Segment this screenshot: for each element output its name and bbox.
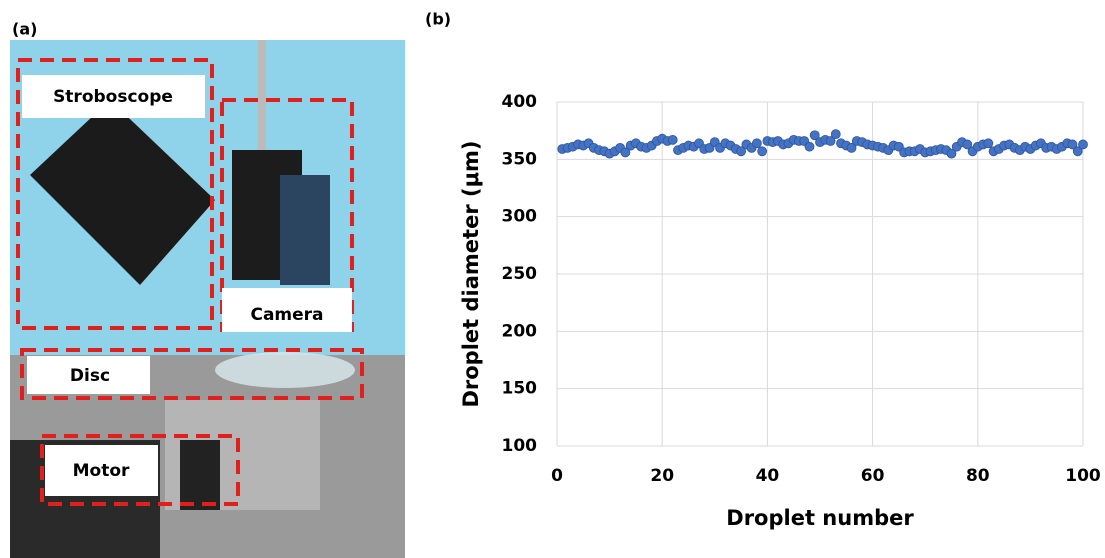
point (846, 142, 857, 153)
point (946, 148, 957, 159)
point (736, 146, 746, 157)
point (667, 134, 678, 145)
point (962, 139, 973, 150)
label-box (45, 445, 158, 496)
panel-label: (b) (425, 10, 451, 29)
point (751, 138, 762, 149)
y-tick-label: 250 (502, 264, 538, 284)
x-tick-label: 20 (650, 466, 674, 486)
photo: Stroboscope Camera Disc Motor (10, 40, 405, 558)
rod (258, 40, 266, 180)
point (1078, 139, 1088, 150)
point (825, 136, 836, 146)
y-axis-label: Droplet diameter (μm) (459, 140, 483, 407)
point (1067, 139, 1078, 150)
motor-body (180, 440, 220, 510)
x-tick-label: 60 (861, 466, 885, 486)
camera-mount (280, 175, 330, 285)
label-box (222, 288, 352, 332)
label-box (27, 356, 150, 394)
x-tick-label: 100 (1065, 466, 1101, 486)
panel-label: (a) (12, 20, 37, 39)
point (830, 129, 841, 140)
y-tick-label: 350 (502, 149, 538, 169)
point (809, 130, 820, 141)
photo-label: Stroboscope (53, 87, 173, 107)
point (804, 141, 815, 152)
y-tick-label: 200 (502, 321, 538, 341)
photo-label: Motor (73, 461, 130, 481)
x-axis-label: Droplet number (726, 506, 914, 530)
stroboscope-body (30, 100, 215, 285)
x-tick-label: 0 (551, 466, 563, 486)
photo-label: Disc (70, 366, 110, 386)
point (983, 138, 994, 149)
y-tick-label: 300 (502, 207, 538, 227)
point (620, 147, 631, 158)
plot: 100 150 200 250 300 350 400 0 20 40 60 80 100 (502, 92, 1101, 486)
point (1072, 146, 1083, 157)
y-tick-label: 150 (502, 379, 538, 399)
y-tick-label: 400 (502, 92, 538, 112)
label-box (22, 75, 205, 118)
x-tick-label: 80 (966, 466, 990, 486)
x-tick-label: 40 (756, 466, 780, 486)
photo-label: Camera (250, 305, 323, 325)
disc (215, 352, 355, 388)
y-tick-label: 100 (502, 436, 538, 456)
point (757, 146, 768, 157)
